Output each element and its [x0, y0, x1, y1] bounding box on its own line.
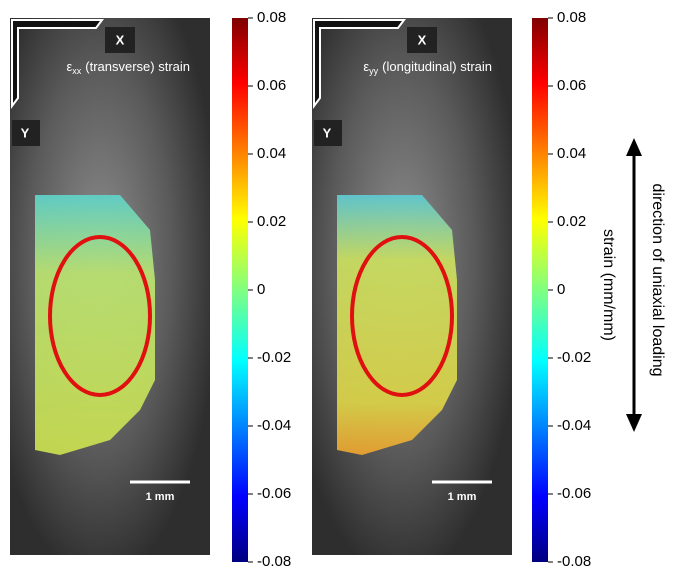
title-text: (transverse) strain [85, 59, 190, 74]
title-subscript: xx [72, 66, 82, 76]
title-subscript: yy [369, 66, 379, 76]
colorbar-tick-label: 0.06 [257, 77, 286, 94]
title-symbol: ε [363, 59, 369, 74]
axis-y-label: Y [323, 125, 332, 140]
axis-x-label: X [116, 32, 125, 47]
colorbar-tick-label: -0.02 [257, 349, 291, 366]
annotation: direction of uniaxial loading [649, 183, 666, 376]
colorbar-tick-label: -0.06 [557, 485, 591, 502]
title-text: (longitudinal) strain [382, 59, 492, 74]
colorbar-tick-label: 0.04 [257, 145, 286, 162]
axis-box [407, 27, 437, 53]
axis-x-label: X [418, 32, 427, 47]
colorbar-tick-label: 0.04 [557, 145, 586, 162]
axis-box [12, 120, 40, 146]
colorbar-tick-label: -0.06 [257, 485, 291, 502]
panel-title: εyy (longitudinal) strain [363, 59, 492, 76]
colorbar-tick-label: 0.02 [257, 213, 286, 230]
scale-bar-label: 1 mm [448, 491, 477, 503]
colorbar-tick-label: 0.06 [557, 77, 586, 94]
scale-bar-label: 1 mm [146, 491, 175, 503]
colorbar-tick-label: 0 [257, 281, 265, 298]
colorbar-tick-label: 0.08 [257, 9, 286, 26]
panel-title: εxx (transverse) strain [66, 59, 190, 76]
region-outline [48, 235, 152, 397]
colorbar-tick-label: -0.08 [557, 553, 591, 567]
colorbar [532, 18, 548, 562]
colorbar-tick-label: 0.02 [557, 213, 586, 230]
colorbar-tick-label: -0.08 [257, 553, 291, 567]
colorbar-label: strain (mm/mm) [600, 229, 617, 341]
colorbar [232, 18, 248, 562]
axis-corner [11, 19, 104, 109]
axis-y-label: Y [21, 125, 30, 140]
axis-corner [313, 19, 406, 109]
colorbar-tick-label: 0.08 [557, 9, 586, 26]
colorbar-tick-label: 0 [557, 281, 565, 298]
axis-box [105, 27, 135, 53]
title-symbol: ε [66, 59, 72, 74]
colorbar-tick-label: -0.04 [257, 417, 291, 434]
colorbar-tick-label: -0.02 [557, 349, 591, 366]
arrow-head [626, 138, 642, 156]
colorbar-tick-label: -0.04 [557, 417, 591, 434]
arrow-head [626, 414, 642, 432]
axis-box [314, 120, 342, 146]
region-outline [350, 235, 454, 397]
